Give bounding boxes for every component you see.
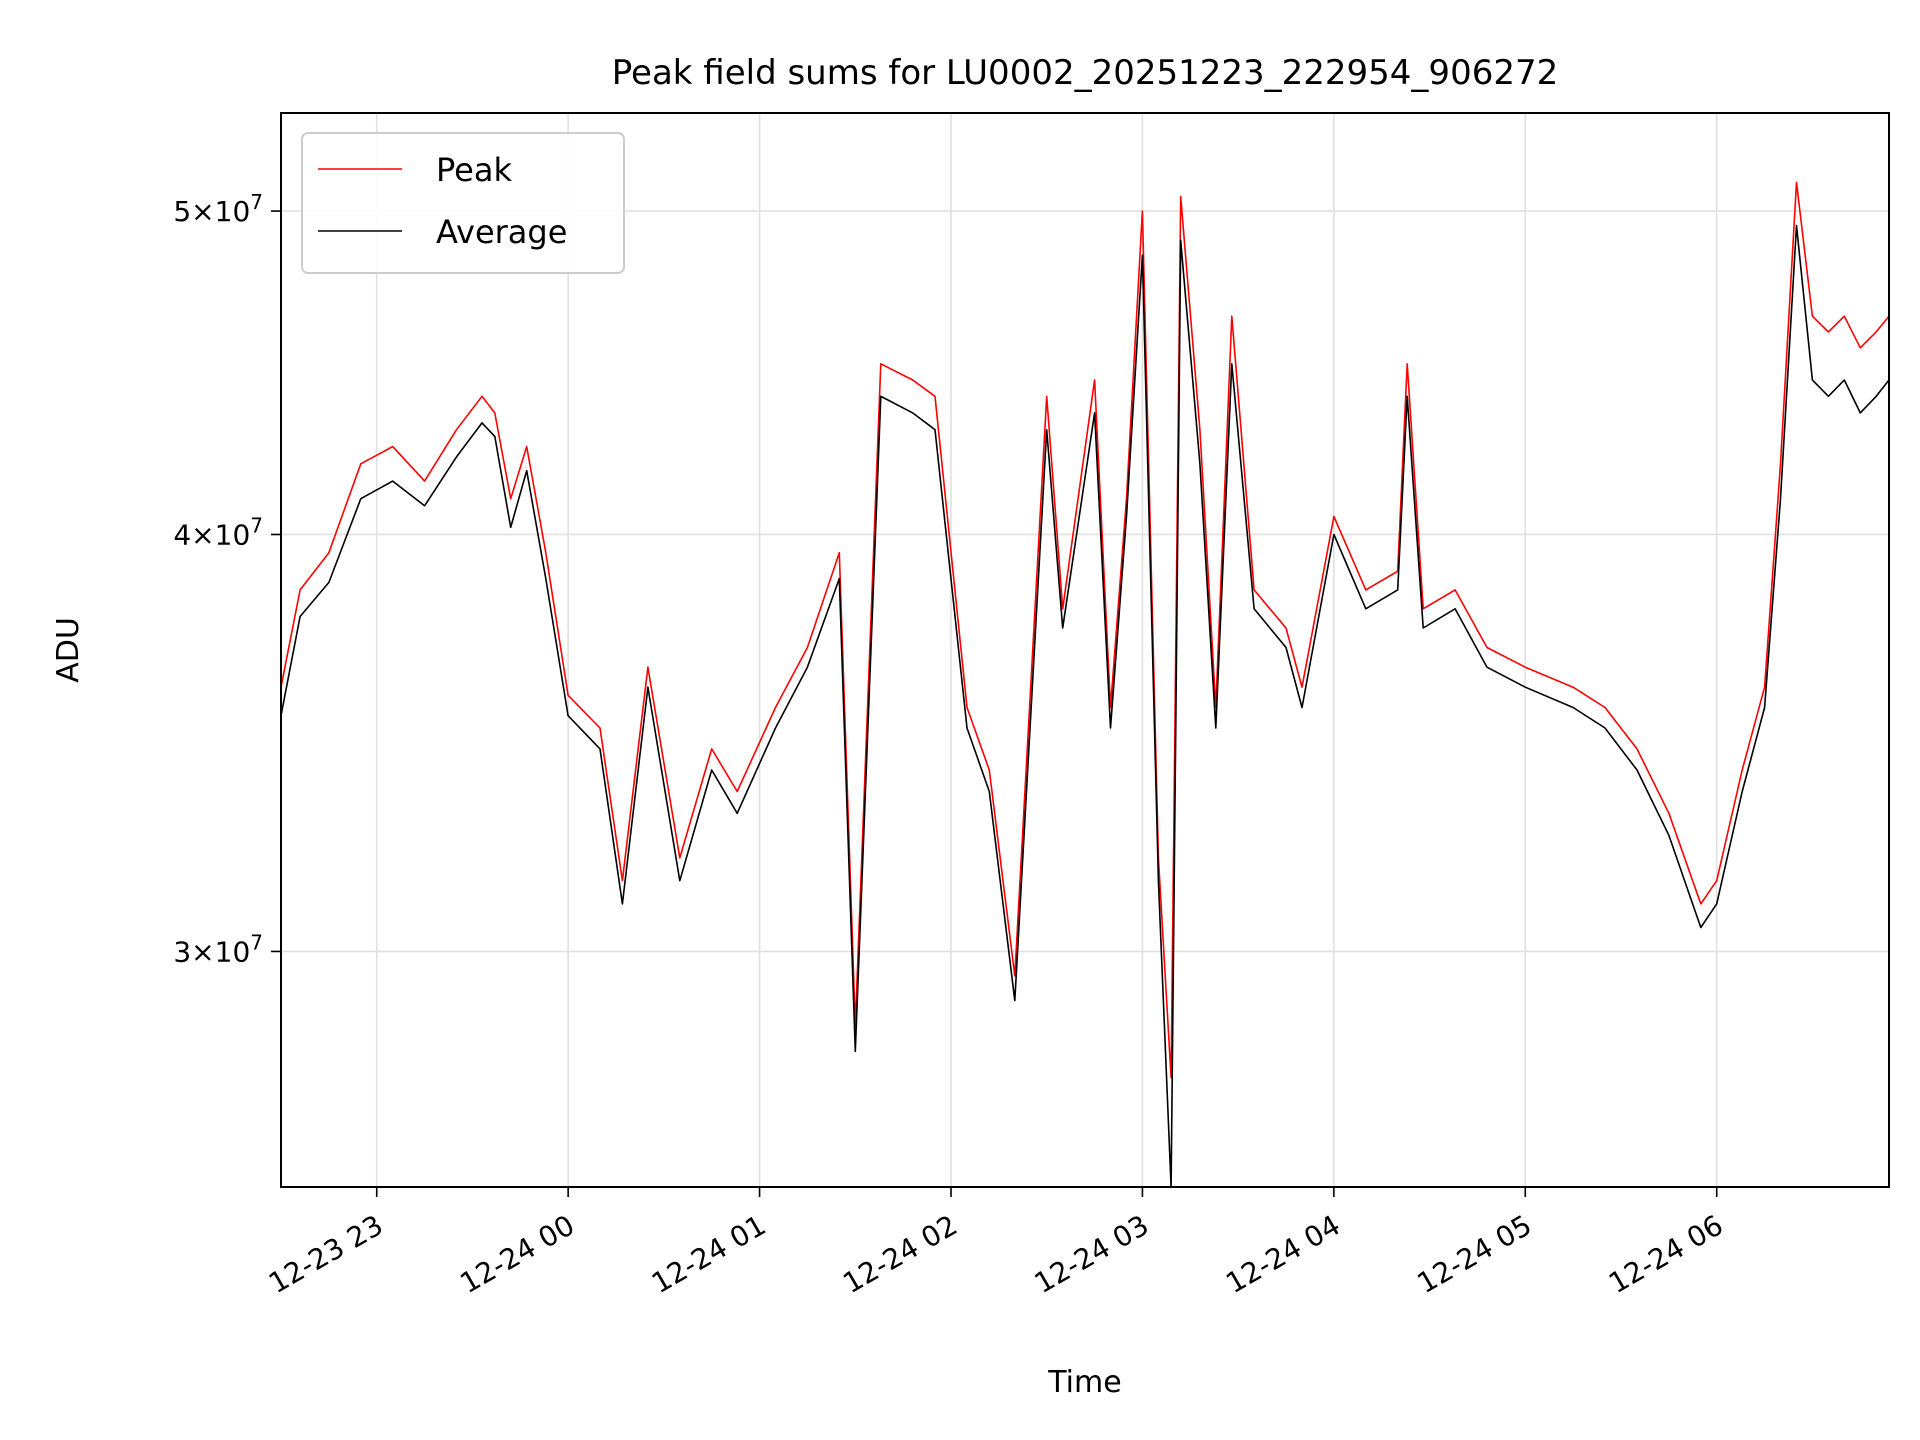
plot-frame — [280, 112, 1890, 1188]
legend-label-average: Average — [436, 213, 567, 251]
y-axis-label: ADU — [51, 617, 86, 683]
legend-box — [301, 132, 625, 274]
legend: Peak Average — [301, 132, 625, 274]
series-line-peak — [280, 181, 1890, 1079]
y-tick-label: 3×107 — [173, 930, 263, 968]
legend-label-peak: Peak — [436, 151, 512, 189]
series-line-average — [280, 224, 1890, 1188]
y-tick-label: 5×107 — [173, 190, 263, 228]
series-layer — [280, 181, 1890, 1188]
x-axis-label: Time — [1047, 1365, 1121, 1400]
y-tick-label: 4×107 — [173, 513, 263, 551]
y-axis: 3×107 4×107 5×107 — [173, 190, 281, 968]
chart-title: Peak field sums for LU0002_20251223_2229… — [612, 53, 1558, 93]
